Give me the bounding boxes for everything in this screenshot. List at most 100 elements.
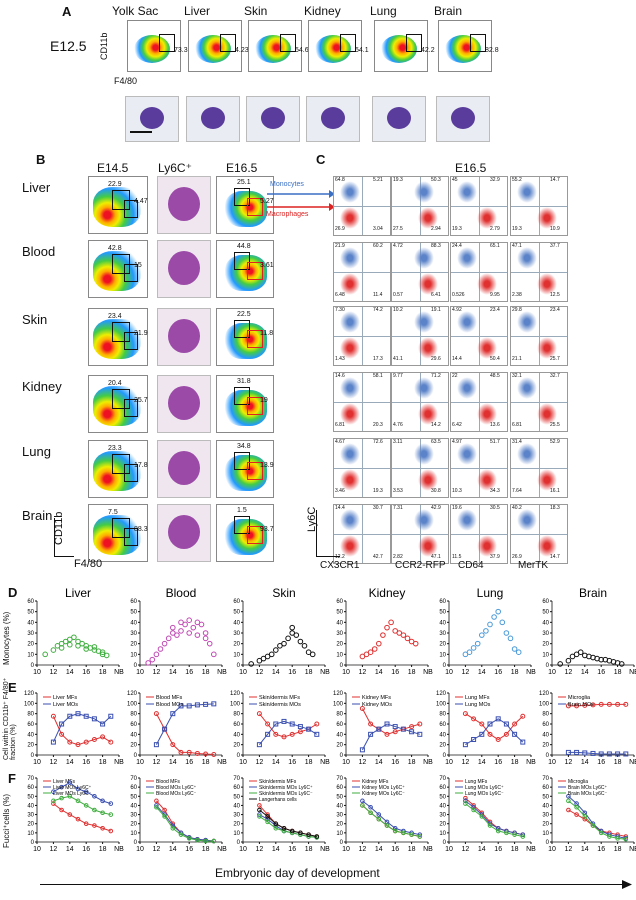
data-point <box>108 828 114 834</box>
data-point <box>51 801 56 806</box>
legend-label: Lung MOs <box>465 702 491 708</box>
monocyte-cloud <box>340 377 360 399</box>
data-point <box>273 825 279 831</box>
x-tick-label: 18 <box>305 846 313 853</box>
gate-value: 23.4 <box>108 313 122 320</box>
density-blob <box>93 251 141 291</box>
scatter-plot <box>510 176 568 236</box>
panel-c-label: C <box>316 152 326 167</box>
scatter-plot <box>333 504 391 564</box>
data-point <box>170 624 176 631</box>
data-point <box>289 828 295 834</box>
macrophage-cloud <box>537 337 557 359</box>
macrophage-gate <box>124 399 138 417</box>
x-tick-label: NB <box>629 669 636 676</box>
series-line <box>568 751 626 755</box>
x-tick-label: NB <box>526 669 536 676</box>
y-tick-label: 20 <box>542 822 549 828</box>
data-point <box>479 731 485 737</box>
data-point <box>194 750 200 756</box>
footer-arrow-line <box>40 884 630 885</box>
quadrant-value: 60.2 <box>373 243 383 249</box>
data-point <box>108 713 114 719</box>
data-point <box>186 617 192 624</box>
series-line <box>52 713 112 743</box>
quadrant-value: 37.9 <box>490 554 500 560</box>
tissue-title-kidney: Kidney <box>304 4 341 18</box>
quadrant-value: 9.77 <box>393 373 403 379</box>
data-point <box>384 731 390 737</box>
x-tick-label: 10 <box>548 846 556 853</box>
x-tick-label: 18 <box>614 669 622 676</box>
x-tick-label: 10 <box>239 759 247 766</box>
panel-c-xaxis-line <box>316 556 340 557</box>
data-point <box>195 837 200 843</box>
panel-c-xlabel: MerTK <box>518 560 548 571</box>
data-point <box>256 742 262 748</box>
data-point <box>203 751 209 757</box>
x-tick-label: 16 <box>597 846 605 853</box>
macrophage-cloud <box>418 535 438 557</box>
x-tick-label: 18 <box>511 669 519 676</box>
legend-label: Skin/dermis MOs Ly6C⁻ <box>259 791 313 797</box>
data-point <box>392 828 398 834</box>
data-point <box>211 701 217 707</box>
quadrant-value: 12.2 <box>335 554 345 560</box>
data-point <box>479 632 485 638</box>
data-point <box>211 838 217 844</box>
x-tick-label: 12 <box>359 759 367 766</box>
data-point <box>182 621 188 628</box>
quadrant-value: 3.53 <box>393 488 403 494</box>
y-tick-label: 10 <box>542 831 549 837</box>
quadrant-value: 32.1 <box>512 373 522 379</box>
x-tick-label: 10 <box>445 846 453 853</box>
x-tick-label: 12 <box>153 759 161 766</box>
y-tick-label: 10 <box>27 652 34 658</box>
quadrant-value: 64.8 <box>335 177 345 183</box>
gate-box <box>470 34 486 52</box>
data-point <box>598 830 604 836</box>
gate-value: 25.1 <box>237 179 251 186</box>
y-tick-label: 40 <box>130 620 137 626</box>
data-point <box>404 635 411 642</box>
data-point <box>67 812 73 817</box>
x-tick-label: 18 <box>202 759 210 766</box>
panel-c-yaxis-line <box>316 510 317 556</box>
y-tick-label: 0 <box>546 840 550 846</box>
quadrant-value: 7.31 <box>393 505 403 511</box>
data-point <box>463 801 468 806</box>
data-point <box>198 621 205 628</box>
x-tick-label: 14 <box>272 669 280 676</box>
density-blob <box>225 519 267 555</box>
data-point <box>417 834 423 839</box>
quadrant-value: 17.3 <box>373 356 383 362</box>
data-point <box>623 701 629 707</box>
quadrant-value: 7.30 <box>335 307 345 313</box>
data-point <box>100 798 105 804</box>
data-point <box>380 632 386 638</box>
data-point <box>153 651 160 658</box>
data-point <box>495 608 502 615</box>
y-tick-label: 30 <box>336 813 343 819</box>
legend-label: Microglia <box>568 779 588 785</box>
y-tick-label: 60 <box>542 785 549 791</box>
vgate <box>362 439 363 497</box>
x-tick-label: 18 <box>408 669 416 676</box>
data-point <box>598 656 605 663</box>
gate-value: 5.27 <box>260 198 274 205</box>
x-tick-label: 14 <box>581 759 589 766</box>
legend-label: Blood MFs <box>156 695 183 701</box>
data-point <box>503 731 509 737</box>
x-tick-label: NB <box>320 846 330 853</box>
ly6c-cell-image <box>157 308 211 366</box>
gate-value: 21.9 <box>134 330 148 337</box>
data-point <box>157 646 164 652</box>
y-tick-label: 60 <box>336 599 343 605</box>
macrophage-gate <box>247 198 263 216</box>
x-tick-label: 14 <box>66 846 74 853</box>
macrophage-cloud <box>340 535 360 557</box>
macrophage-gate <box>247 262 263 280</box>
data-point <box>281 718 287 724</box>
data-point <box>598 751 604 757</box>
y-tick-label: 20 <box>27 642 34 648</box>
